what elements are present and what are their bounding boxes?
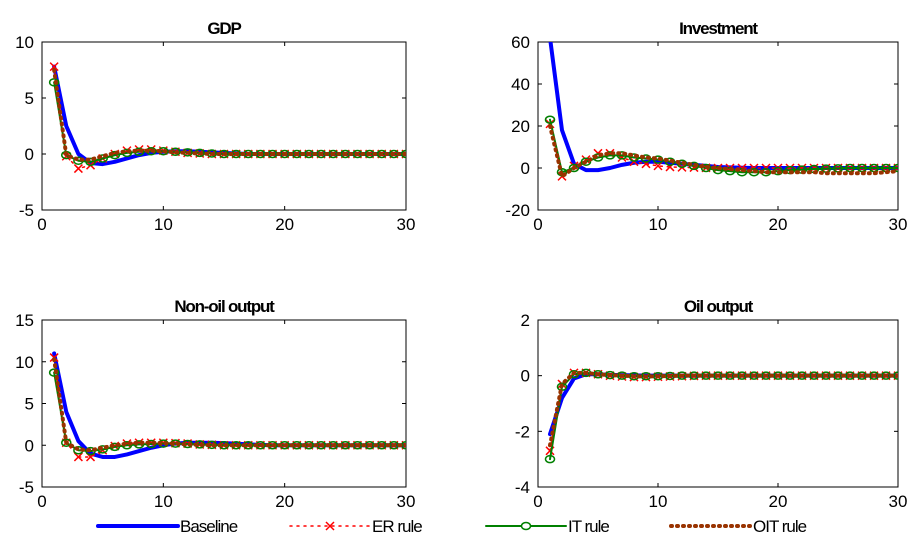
series-line-oit-rule <box>548 124 898 179</box>
x-tick-label: 30 <box>397 215 416 234</box>
y-tick-label: 0 <box>521 159 530 178</box>
legend: Baseline ER rule IT rule OIT rule <box>96 517 808 536</box>
y-tick-label: -4 <box>515 478 530 497</box>
marker-it-rule <box>544 115 556 124</box>
marker-it-rule <box>97 445 108 454</box>
panel-title: GDP <box>207 19 241 38</box>
y-tick-label: 15 <box>15 311 34 330</box>
marker-it-rule <box>616 151 628 160</box>
y-tick-label: 2 <box>521 311 530 330</box>
series-line-it-rule <box>53 371 406 453</box>
y-tick-label: 0 <box>25 145 34 164</box>
x-tick-label: 30 <box>889 492 908 511</box>
marker-er-rule <box>49 62 59 72</box>
legend-label-er-rule: ER rule <box>372 517 422 536</box>
legend-marker-it-rule <box>520 521 532 531</box>
series-line-baseline <box>52 351 406 459</box>
axes-frame <box>537 319 899 488</box>
x-tick-label: 10 <box>154 215 173 234</box>
x-tick-label: 0 <box>37 215 46 234</box>
x-tick-label: 0 <box>37 492 46 511</box>
y-tick-label: 5 <box>25 89 34 108</box>
axes-frame <box>41 41 407 211</box>
y-tick-label: -20 <box>505 201 530 220</box>
x-tick-label: 0 <box>533 492 542 511</box>
series-line-baseline <box>548 372 898 437</box>
series-line-er-rule <box>549 372 898 452</box>
y-tick-label: 0 <box>521 367 530 386</box>
y-tick-label: -5 <box>19 478 34 497</box>
legend-marker-er-rule <box>325 521 335 531</box>
series-line-it-rule <box>53 81 406 163</box>
y-tick-label: 40 <box>511 75 530 94</box>
y-tick-label: -2 <box>515 422 530 441</box>
marker-er-rule <box>146 438 156 448</box>
marker-er-rule <box>61 151 71 161</box>
legend-label-baseline: Baseline <box>180 517 238 536</box>
panel-title: Oil output <box>684 297 754 316</box>
marker-it-rule <box>544 454 556 464</box>
y-tick-label: 10 <box>15 33 34 52</box>
series-line-oit-rule <box>52 68 406 162</box>
legend-label-it-rule: IT rule <box>568 517 609 536</box>
x-tick-label: 10 <box>649 215 668 234</box>
marker-it-rule <box>568 163 580 173</box>
legend-label-oit-rule: OIT rule <box>753 517 807 536</box>
y-tick-label: 60 <box>511 33 530 52</box>
marker-it-rule <box>580 157 592 166</box>
panel-4: Oil output 0 10 20 30 -4 -2 0 2 <box>515 297 908 511</box>
marker-it-rule <box>892 163 898 173</box>
series-line-baseline <box>548 42 898 173</box>
panel-title: Non-oil output <box>174 297 275 316</box>
y-tick-label: 10 <box>15 353 34 372</box>
marker-it-rule <box>400 149 406 159</box>
x-tick-label: 20 <box>275 215 294 234</box>
x-tick-label: 20 <box>769 215 788 234</box>
x-tick-label: 20 <box>275 492 294 511</box>
x-tick-label: 30 <box>889 215 908 234</box>
series-line-it-rule <box>549 118 898 174</box>
marker-er-rule <box>73 452 83 462</box>
x-tick-label: 10 <box>154 492 173 511</box>
y-tick-label: 5 <box>25 395 34 414</box>
y-tick-label: 20 <box>511 117 530 136</box>
axes-frame <box>537 41 899 211</box>
y-tick-label: 0 <box>25 436 34 455</box>
marker-it-rule <box>628 153 640 162</box>
series-line-oit-rule <box>52 357 406 453</box>
series-line-baseline <box>52 64 406 167</box>
series-line-it-rule <box>549 371 898 461</box>
x-tick-label: 20 <box>769 492 788 511</box>
marker-it-rule <box>85 157 96 167</box>
panel-title: Investment <box>679 19 758 38</box>
marker-er-rule <box>73 164 83 174</box>
marker-it-rule <box>48 368 60 377</box>
x-tick-label: 10 <box>649 492 668 511</box>
x-tick-label: 30 <box>397 492 416 511</box>
x-tick-label: 0 <box>533 215 542 234</box>
series-line-oit-rule <box>548 370 898 448</box>
axes-frame <box>41 319 407 488</box>
y-tick-label: -5 <box>19 201 34 220</box>
marker-it-rule <box>48 78 60 87</box>
